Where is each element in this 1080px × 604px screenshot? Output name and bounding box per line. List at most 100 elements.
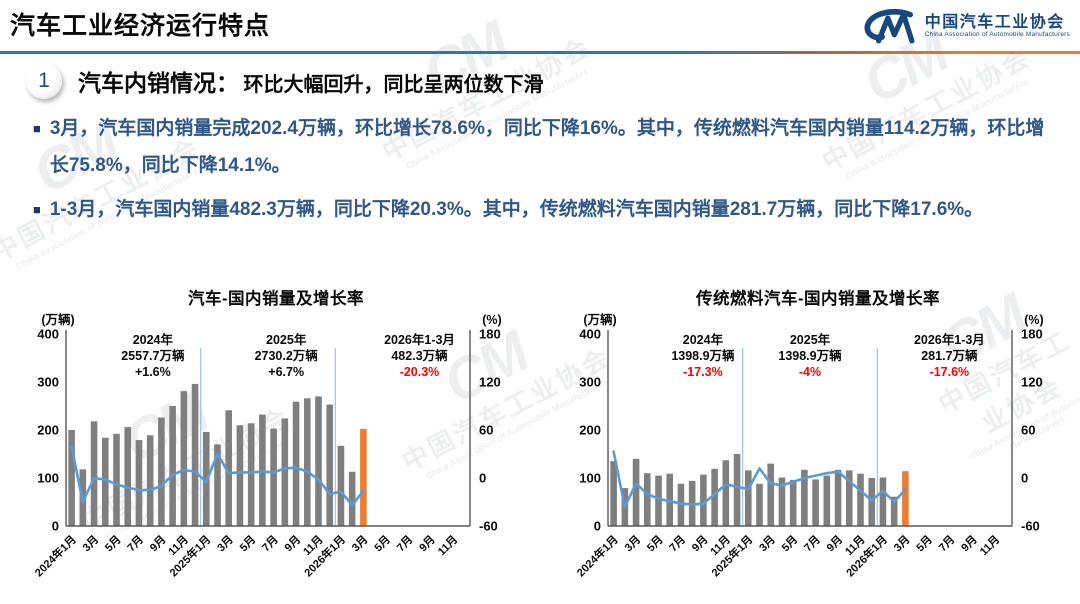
svg-text:1398.9万辆: 1398.9万辆 [778, 348, 842, 363]
svg-text:7月: 7月 [125, 533, 146, 554]
svg-text:100: 100 [37, 471, 59, 486]
svg-text:100: 100 [579, 471, 601, 486]
svg-text:0: 0 [594, 519, 601, 534]
svg-text:180: 180 [479, 327, 501, 342]
svg-text:(%): (%) [1024, 313, 1043, 327]
bullet-square-icon: ■ [33, 202, 41, 218]
caam-cm-icon [862, 7, 918, 45]
svg-text:(%): (%) [482, 313, 501, 327]
svg-text:200: 200 [37, 423, 59, 438]
svg-text:9月: 9月 [824, 533, 845, 554]
section-subheading: 环比大幅回升，同比呈两位数下滑 [243, 74, 544, 96]
yoy-growth-line [70, 445, 365, 507]
svg-text:-20.3%: -20.3% [400, 365, 440, 379]
svg-text:-60: -60 [479, 519, 498, 534]
svg-text:+1.6%: +1.6% [135, 365, 171, 379]
svg-text:5月: 5月 [237, 533, 258, 554]
chart-title-ice: 传统燃料汽车-国内销量及增长率 [696, 290, 940, 308]
svg-text:60: 60 [479, 423, 493, 438]
bullet-item-march: ■ 3月，汽车国内销量完成202.4万辆，环比增长78.6%，同比下降16%。其… [33, 110, 1049, 184]
page-title: 汽车工业经济运行特点 [10, 12, 271, 40]
svg-text:300: 300 [37, 375, 59, 390]
svg-text:3月: 3月 [757, 533, 778, 554]
bullet-text: 1-3月，汽车国内销量482.3万辆，同比下降20.3%。其中，传统燃料汽车国内… [49, 199, 984, 221]
svg-text:7月: 7月 [801, 533, 822, 554]
axes [65, 330, 471, 527]
axis-tick-labels: 0 100 200 300 400 -60 0 60 120 180 (万辆) (%) [37, 312, 501, 534]
svg-text:9月: 9月 [689, 533, 710, 554]
svg-text:3月: 3月 [349, 533, 370, 554]
svg-text:3月: 3月 [891, 533, 912, 554]
svg-text:3月: 3月 [215, 533, 236, 554]
yoy-growth-line [612, 450, 907, 509]
header-divider [0, 51, 1080, 54]
svg-text:400: 400 [579, 327, 601, 342]
svg-text:2024年: 2024年 [133, 332, 174, 347]
svg-text:5月: 5月 [644, 533, 665, 554]
section-heading-text: 汽车内销情况： 环比大幅回升，同比呈两位数下滑 [78, 64, 543, 98]
svg-text:2026年1-3月: 2026年1-3月 [384, 332, 455, 347]
bullet-item-q1: ■ 1-3月，汽车国内销量482.3万辆，同比下降20.3%。其中，传统燃料汽车… [33, 191, 1049, 229]
svg-text:1398.9万辆: 1398.9万辆 [671, 348, 735, 363]
svg-text:120: 120 [1021, 375, 1043, 390]
svg-text:60: 60 [1021, 423, 1035, 438]
svg-text:0: 0 [1021, 471, 1028, 486]
svg-text:5月: 5月 [779, 533, 800, 554]
svg-text:9月: 9月 [147, 533, 168, 554]
bullet-text: 3月，汽车国内销量完成202.4万辆，环比增长78.6%，同比下降16%。其中，… [49, 118, 1045, 177]
svg-text:180: 180 [1021, 327, 1043, 342]
section-number-badge: 1 [26, 63, 62, 99]
svg-text:+6.7%: +6.7% [268, 365, 304, 379]
caam-logo: 中国汽车工业协会 China Association of Automobile… [862, 7, 1070, 45]
svg-text:2026年1-3月: 2026年1-3月 [914, 332, 985, 347]
svg-text:9月: 9月 [282, 533, 303, 554]
svg-text:2025年: 2025年 [266, 332, 307, 347]
svg-text:281.7万辆: 281.7万辆 [921, 348, 978, 363]
caam-logo-text: 中国汽车工业协会 China Association of Automobile… [925, 14, 1070, 39]
svg-text:2025年: 2025年 [790, 332, 831, 347]
caam-logo-en: China Association of Automobile Manufact… [924, 31, 1070, 39]
year-separator-lines [200, 348, 336, 526]
svg-text:5月: 5月 [914, 533, 935, 554]
svg-text:7月: 7月 [259, 533, 280, 554]
svg-text:5月: 5月 [102, 533, 123, 554]
svg-text:-17.6%: -17.6% [930, 365, 970, 379]
svg-text:-4%: -4% [799, 365, 821, 379]
svg-text:0: 0 [479, 471, 486, 486]
svg-text:-60: -60 [1021, 519, 1040, 534]
svg-text:2557.7万辆: 2557.7万辆 [121, 348, 185, 363]
svg-text:9月: 9月 [959, 533, 980, 554]
svg-text:3月: 3月 [622, 533, 643, 554]
bullet-square-icon: ■ [33, 121, 41, 136]
chart-ice-domestic-sales: 传统燃料汽车-国内销量及增长率 0 100 200 300 400 -60 0 60 120 18… [556, 285, 1080, 602]
sales-bars [610, 454, 909, 526]
svg-text:(万辆): (万辆) [583, 312, 616, 327]
svg-text:482.3万辆: 482.3万辆 [391, 348, 448, 363]
svg-text:11月: 11月 [435, 533, 460, 558]
section-heading: 汽车内销情况： [78, 70, 239, 96]
axis-tick-labels: 0 100 200 300 400 -60 0 60 120 180 (万辆) (%) [579, 312, 1043, 534]
svg-text:7月: 7月 [936, 533, 957, 554]
caam-logo-cn: 中国汽车工业协会 [924, 13, 1065, 31]
section-heading-row: 1 汽车内销情况： 环比大幅回升，同比呈两位数下滑 [26, 63, 543, 99]
svg-text:2730.2万辆: 2730.2万辆 [255, 348, 319, 363]
svg-text:11月: 11月 [977, 533, 1002, 558]
chart-title-auto: 汽车-国内销量及增长率 [188, 290, 364, 308]
summary-bullets: ■ 3月，汽车国内销量完成202.4万辆，环比增长78.6%，同比下降16%。其… [33, 110, 1049, 236]
svg-text:7月: 7月 [394, 533, 415, 554]
svg-text:2024年1月: 2024年1月 [574, 532, 621, 579]
svg-text:200: 200 [579, 423, 601, 438]
svg-text:120: 120 [479, 375, 501, 390]
svg-text:2024年1月: 2024年1月 [32, 532, 79, 579]
svg-text:(万辆): (万辆) [41, 312, 74, 327]
